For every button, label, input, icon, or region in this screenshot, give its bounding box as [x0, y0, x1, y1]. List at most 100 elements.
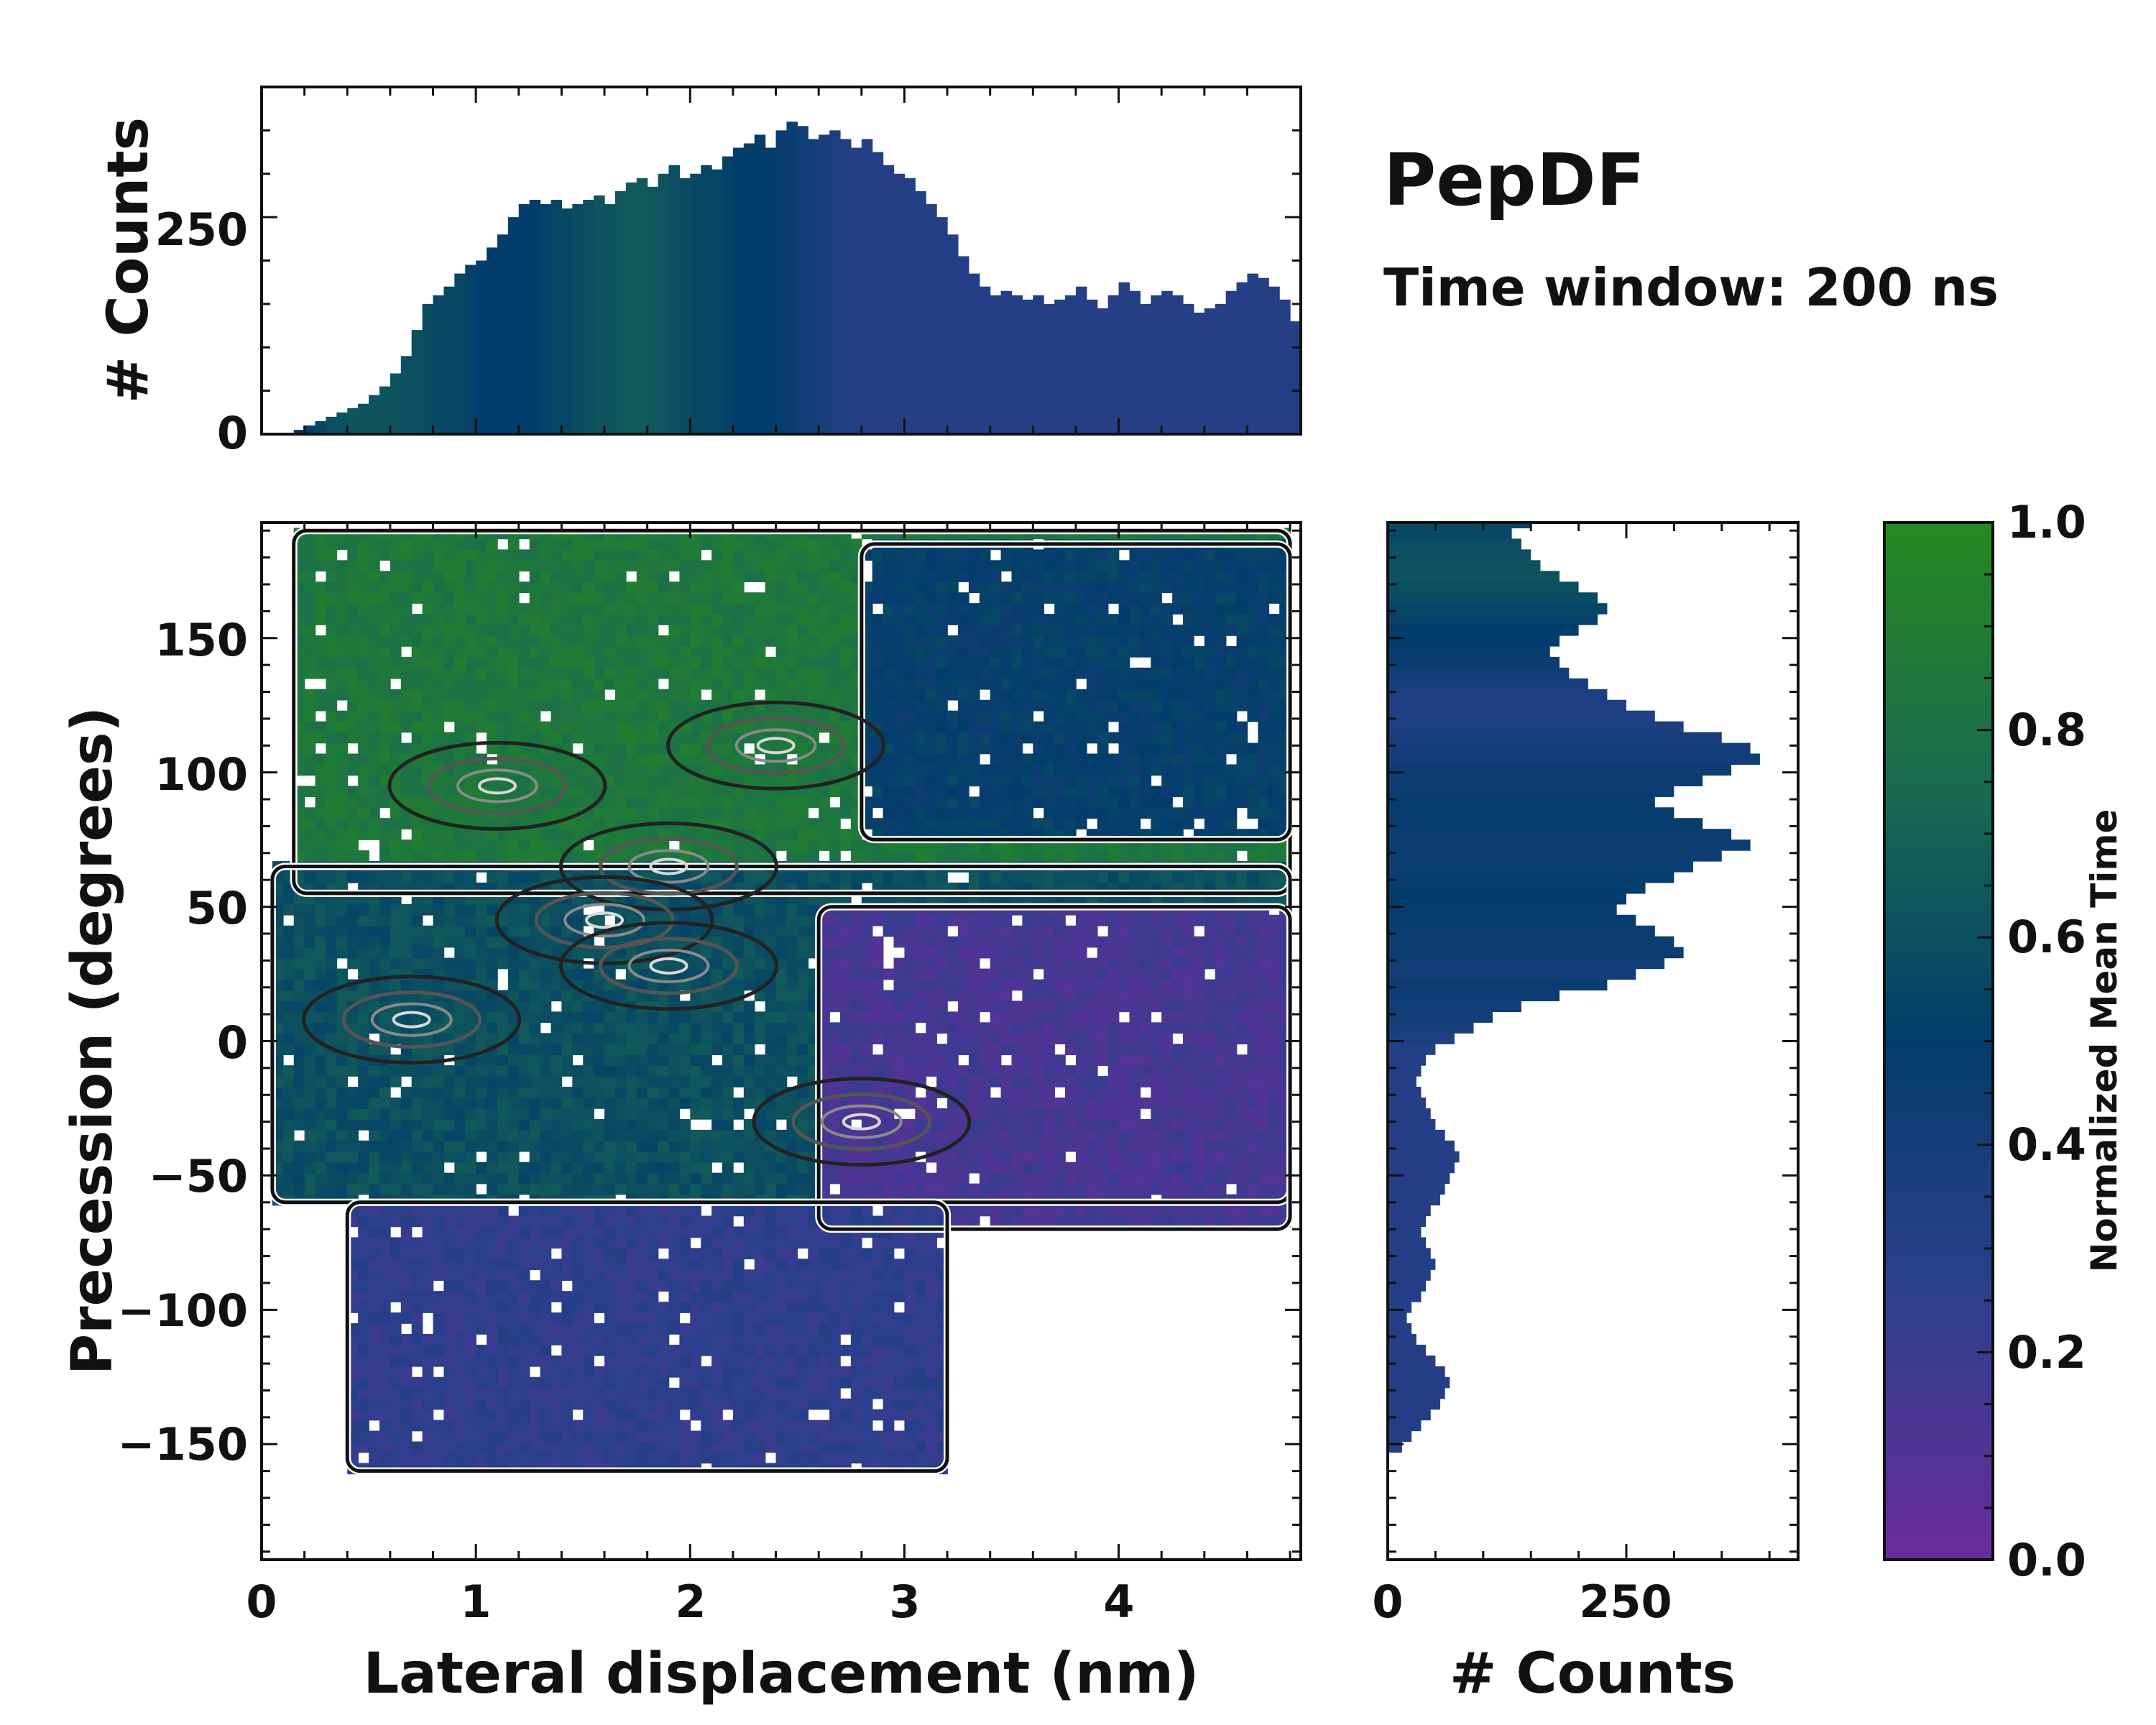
heatmap-cell [507, 742, 520, 755]
heatmap-cell [679, 925, 691, 937]
heatmap-cell [443, 914, 456, 926]
heatmap-cell [829, 936, 841, 948]
heatmap-cell [583, 1355, 594, 1367]
heatmap-cell [369, 1215, 380, 1228]
heatmap-cell [775, 1398, 788, 1410]
heatmap-cell [668, 786, 681, 798]
heatmap-cell [743, 947, 755, 959]
heatmap-cell [711, 538, 723, 551]
heatmap-cell [636, 538, 648, 551]
heatmap-cell [358, 1098, 369, 1109]
heatmap-cell [411, 903, 423, 916]
heatmap-cell [819, 549, 830, 561]
heatmap-cell [529, 710, 541, 722]
heatmap-cell [476, 1452, 487, 1464]
heatmap-cell [529, 571, 541, 583]
heatmap-cell [839, 957, 852, 970]
heatmap-cell [358, 936, 369, 948]
heatmap-cell [507, 1259, 520, 1271]
heatmap-cell [829, 656, 841, 668]
heatmap-cell [636, 1280, 648, 1292]
heatmap-cell [400, 1302, 413, 1313]
heatmap-cell [358, 903, 369, 916]
heatmap-cell [594, 1215, 605, 1228]
heatmap-cell [411, 925, 423, 937]
heatmap-cell [540, 1366, 552, 1378]
heatmap-cell [400, 850, 413, 862]
heatmap-cell [507, 1269, 520, 1282]
heatmap-cell [754, 614, 766, 625]
heatmap-cell [507, 581, 520, 593]
heatmap-cell [668, 1280, 681, 1292]
top-hist-bar [1107, 295, 1120, 434]
heatmap-cell [819, 840, 830, 851]
heatmap-cell [422, 1398, 434, 1410]
heatmap-cell [829, 968, 841, 980]
heatmap-cell [336, 732, 349, 744]
heatmap-cell [476, 1420, 487, 1432]
heatmap-cell [390, 571, 402, 583]
heatmap-cell [454, 947, 466, 959]
heatmap-cell [358, 1302, 369, 1313]
heatmap-cell [487, 1205, 498, 1217]
heatmap-cell [604, 1366, 616, 1378]
heatmap-cell [347, 764, 359, 776]
heatmap-cell [400, 1333, 413, 1346]
heatmap-cell [647, 581, 659, 593]
heatmap-cell [315, 656, 327, 668]
heatmap-cell [594, 614, 605, 625]
heatmap-cell [775, 1076, 788, 1087]
heatmap-cell [743, 1366, 755, 1378]
heatmap-cell [518, 1430, 530, 1443]
heatmap-cell [893, 871, 906, 883]
heatmap-cell [797, 667, 809, 679]
heatmap-cell [743, 903, 755, 916]
heatmap-cell [540, 1248, 552, 1260]
heatmap-cell [518, 699, 530, 712]
heatmap-cell [476, 592, 487, 604]
heatmap-cell [304, 829, 316, 840]
heatmap-cell [507, 732, 520, 744]
heatmap-cell [647, 1118, 659, 1131]
annotation-subtitle: Time window: 200 ns [1383, 257, 1999, 318]
heatmap-cell [326, 549, 338, 561]
heatmap-cell [754, 829, 766, 840]
heatmap-cell [550, 732, 563, 744]
heatmap-cell [443, 581, 456, 593]
heatmap-cell [347, 678, 359, 690]
heatmap-cell [625, 603, 637, 615]
heatmap-cell [861, 1312, 873, 1324]
heatmap-cell [701, 1291, 712, 1302]
heatmap-cell [476, 1302, 487, 1313]
heatmap-cell [583, 1011, 594, 1024]
heatmap-cell [507, 1044, 520, 1055]
heatmap-cell [379, 1215, 391, 1228]
heatmap-cell [369, 829, 380, 840]
heatmap-cell [861, 1452, 873, 1464]
top-ytick-0: 0 [217, 407, 248, 459]
top-hist-bar [465, 264, 476, 434]
heatmap-cell [829, 914, 841, 926]
heatmap-cell [326, 710, 338, 722]
heatmap-cell [679, 689, 691, 701]
heatmap-cell [690, 1302, 701, 1313]
heatmap-cell [561, 1000, 573, 1013]
heatmap-cell [850, 1011, 862, 1024]
heatmap-cell [422, 667, 434, 679]
heatmap-cell [647, 1237, 659, 1249]
heatmap-cell [304, 979, 316, 991]
heatmap-cell [572, 1280, 584, 1292]
heatmap-cell [476, 1129, 487, 1141]
heatmap-cell [379, 1172, 391, 1184]
heatmap-cell [786, 1162, 798, 1174]
heatmap-cell [797, 1054, 809, 1066]
heatmap-cell [454, 1205, 466, 1217]
heatmap-cell [636, 1259, 648, 1271]
heatmap-cell [540, 1452, 552, 1464]
heatmap-cell [540, 850, 552, 862]
heatmap-cell [711, 625, 723, 636]
heatmap-cell [379, 764, 391, 776]
heatmap-cell [839, 625, 852, 636]
heatmap-cell [347, 1087, 359, 1098]
heatmap-cell [572, 560, 584, 572]
